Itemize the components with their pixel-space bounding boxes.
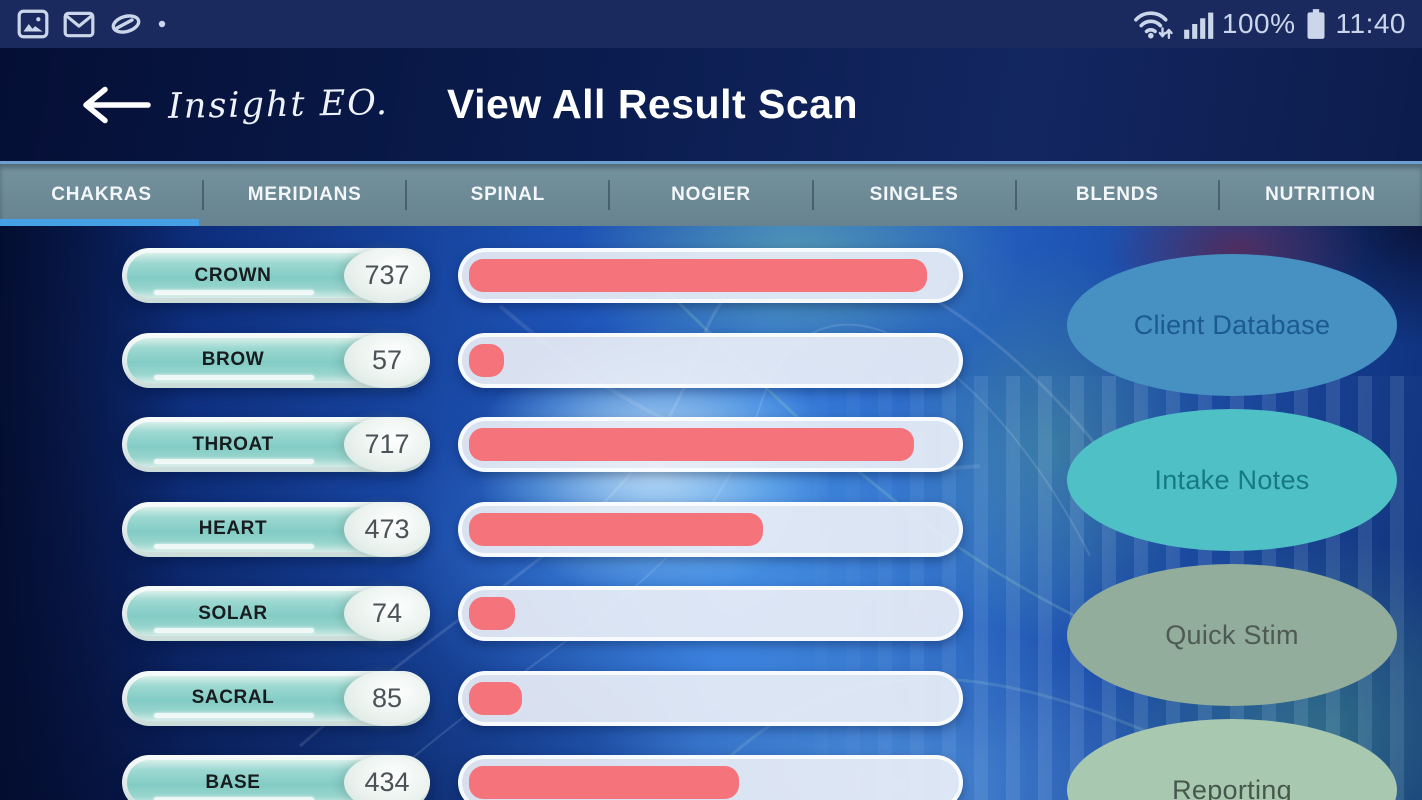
tab-nogier[interactable]: NOGIER	[608, 164, 812, 226]
chakra-value: 57	[371, 344, 403, 375]
chakra-label: SACRAL	[191, 687, 275, 708]
chakra-value: 434	[364, 767, 410, 797]
result-bar-fill	[469, 766, 739, 799]
side-button-label: Reporting	[1172, 774, 1292, 800]
wifi-icon	[1134, 11, 1173, 39]
chakra-pill-crown[interactable]: CROWN 737	[122, 248, 430, 303]
result-bar-track	[458, 417, 963, 472]
tab-label: SINGLES	[869, 184, 959, 205]
result-row: SOLAR 74	[122, 586, 963, 641]
chakra-label: BROW	[201, 349, 265, 370]
chakra-value: 74	[371, 598, 403, 628]
chakra-pill-brow[interactable]: BROW 57	[122, 332, 430, 388]
result-bar-track	[458, 670, 963, 726]
chakra-label: THROAT	[192, 433, 274, 455]
result-bar-track	[458, 332, 963, 388]
tab-label: CHAKRAS	[51, 184, 152, 205]
chakra-pill-base[interactable]: BASE 434	[122, 755, 430, 800]
tab-label: NOGIER	[671, 184, 751, 205]
result-bar-fill	[469, 512, 763, 546]
tab-label: MERIDIANS	[247, 184, 362, 205]
pill-gloss-highlight	[154, 290, 314, 295]
signal-strength-icon	[1184, 12, 1214, 39]
result-bar-fill	[469, 343, 505, 377]
result-row: BASE 434	[122, 755, 963, 800]
tab-spinal[interactable]: SPINAL	[405, 164, 609, 226]
results-list: CROWN 737 BROW 57 THROAT 717	[122, 248, 963, 800]
app-header: Insight EO. View All Result Scan	[0, 48, 1422, 164]
pill-value-circle	[344, 417, 430, 472]
result-row: BROW 57	[122, 332, 963, 388]
result-row: THROAT 717	[122, 417, 963, 472]
tab-singles[interactable]: SINGLES	[811, 164, 1016, 226]
chakra-value: 717	[364, 429, 410, 459]
chakra-value: 737	[364, 260, 410, 290]
side-button-intake-notes[interactable]: Intake Notes	[1067, 409, 1397, 551]
tab-meridians[interactable]: MERIDIANS	[202, 164, 406, 226]
side-button-label: Client Database	[1133, 309, 1331, 340]
chakra-value: 473	[364, 513, 410, 544]
battery-percent-text: 100%	[1221, 8, 1296, 39]
result-row: SACRAL 85	[122, 670, 963, 726]
pill-gloss-highlight	[154, 543, 314, 549]
side-button-client-database[interactable]: Client Database	[1067, 254, 1397, 396]
result-bar-fill	[469, 597, 516, 630]
pill-value-circle	[344, 332, 430, 388]
chakra-label: HEART	[198, 518, 268, 539]
pill-value-circle	[344, 755, 430, 800]
pill-value-circle	[344, 586, 430, 641]
tab-chakras[interactable]: CHAKRAS	[0, 164, 203, 226]
swirl-icon	[111, 14, 141, 34]
side-button-label: Intake Notes	[1154, 464, 1310, 495]
tab-label: BLENDS	[1075, 184, 1159, 205]
chakra-label: CROWN	[194, 264, 272, 286]
result-bar-fill	[469, 681, 522, 715]
battery-icon	[1307, 9, 1324, 39]
pill-gloss-highlight	[154, 797, 314, 800]
chakra-pill-heart[interactable]: HEART 473	[122, 501, 430, 557]
page-title: View All Result Scan	[446, 81, 859, 127]
side-button-label: Quick Stim	[1165, 619, 1299, 650]
content-area: CROWN 737 BROW 57 THROAT 717	[0, 226, 1422, 800]
back-arrow-icon	[83, 86, 151, 123]
tab-label: SPINAL	[470, 184, 546, 205]
chakra-pill-solar[interactable]: SOLAR 74	[122, 586, 430, 641]
result-bar-track	[458, 755, 963, 800]
tab-bar: CHAKRAS MERIDIANS SPINAL NOGIER SINGLES …	[0, 164, 1422, 226]
result-bar-fill	[469, 428, 915, 461]
result-row: CROWN 737	[122, 248, 963, 303]
pill-gloss-highlight	[154, 459, 314, 464]
chakra-value: 85	[371, 682, 403, 713]
tab-label: NUTRITION	[1265, 184, 1376, 205]
clock-text: 11:40	[1335, 8, 1406, 39]
pill-value-circle	[344, 670, 430, 726]
gallery-icon	[17, 9, 49, 39]
result-bar-track	[458, 586, 963, 641]
tab-blends[interactable]: BLENDS	[1014, 164, 1219, 226]
back-button[interactable]	[76, 82, 152, 128]
app-logo: Insight EO.	[167, 82, 390, 127]
result-bar-track	[458, 248, 963, 303]
pill-value-circle	[344, 248, 430, 303]
chakra-pill-sacral[interactable]: SACRAL 85	[122, 670, 430, 726]
pill-value-circle	[344, 501, 430, 557]
pill-gloss-highlight	[154, 712, 314, 718]
chakra-label: SOLAR	[198, 602, 268, 624]
result-bar-track	[458, 501, 963, 557]
pill-gloss-highlight	[154, 374, 314, 380]
side-button-quick-stim[interactable]: Quick Stim	[1067, 564, 1397, 706]
chakra-label: BASE	[205, 771, 261, 793]
tab-nutrition[interactable]: NUTRITION	[1217, 164, 1422, 226]
result-bar-fill	[469, 259, 927, 292]
notification-dot-icon	[158, 20, 166, 28]
chakra-pill-throat[interactable]: THROAT 717	[122, 417, 430, 472]
result-row: HEART 473	[122, 501, 963, 557]
status-bar: 100% 11:40	[0, 0, 1422, 48]
pill-gloss-highlight	[154, 628, 314, 633]
gmail-icon	[63, 11, 95, 38]
